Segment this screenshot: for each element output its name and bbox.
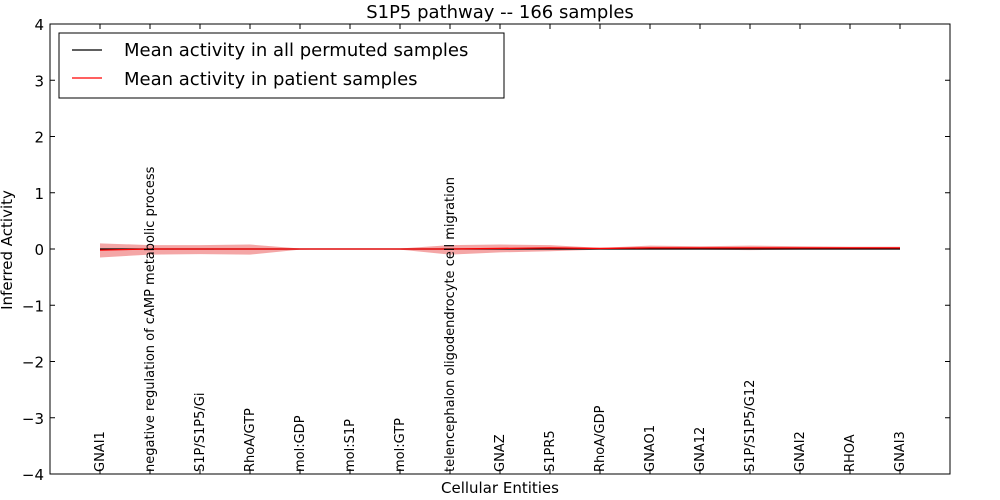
y-axis-label: Inferred Activity (0, 190, 16, 310)
chart-title: S1P5 pathway -- 166 samples (366, 2, 634, 23)
x-tick-label: S1P/S1P5/Gi (193, 393, 208, 472)
x-tick-label: RhoA/GDP (593, 405, 608, 472)
y-tick-label: −4 (22, 466, 44, 484)
legend-box (58, 32, 505, 99)
y-tick-label: −1 (22, 297, 44, 315)
legend-label-permuted: Mean activity in all permuted samples (124, 40, 468, 61)
legend: Mean activity in all permuted samples Me… (58, 32, 505, 99)
x-tick-label: GNAI3 (893, 431, 908, 472)
y-tick-label: 1 (34, 185, 44, 203)
y-tick-label: −2 (22, 354, 44, 372)
x-tick-label: negative regulation of cAMP metabolic pr… (143, 166, 158, 472)
patient-band (100, 243, 900, 258)
x-tick-label: GNAI2 (793, 431, 808, 472)
x-tick-label: mol:S1P (343, 419, 358, 472)
x-tick-label: telencephalon oligodendrocyte cell migra… (443, 177, 458, 472)
x-tick-label: S1P/S1P5/G12 (743, 380, 758, 472)
x-tick-label: S1PR5 (543, 430, 558, 472)
x-tick-label: RhoA/GTP (243, 408, 258, 472)
y-tick-label: 3 (34, 72, 44, 90)
x-tick-label: GNAZ (493, 434, 508, 472)
x-tick-label: mol:GDP (293, 415, 308, 472)
x-tick-label: GNAI1 (93, 431, 108, 472)
x-axis-label: Cellular Entities (441, 479, 559, 497)
y-tick-label: 4 (34, 16, 44, 34)
y-tick-label: 0 (34, 241, 44, 259)
y-tick-label: −3 (22, 410, 44, 428)
plot-frame (49, 23, 951, 475)
x-tick-label: GNAO1 (643, 425, 658, 472)
y-tick-label: 2 (34, 129, 44, 147)
series-line-patient (99, 247, 900, 251)
x-tick-label: GNA12 (693, 427, 708, 472)
legend-label-patient: Mean activity in patient samples (124, 69, 418, 90)
x-tick-label: mol:GTP (393, 418, 408, 472)
x-tick-label: RHOA (843, 434, 858, 472)
